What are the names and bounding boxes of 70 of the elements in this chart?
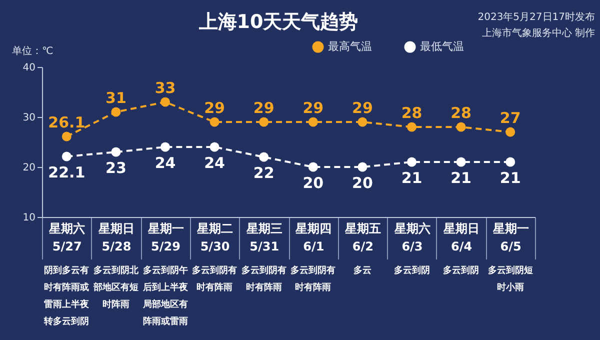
text: 多云到阴有时有阵雨 [192, 265, 238, 293]
data-label: 29 [352, 99, 373, 117]
data-label: 23 [106, 159, 126, 177]
data-label: 24 [154, 154, 176, 172]
data-label: 28 [401, 104, 422, 122]
x-tick-label: 星期六 5/27 [48, 222, 86, 254]
legend-label: 最高气温 [328, 40, 372, 53]
point [111, 107, 121, 117]
text: 多云到阴北部地区有短时阵雨 [92, 265, 140, 310]
data-label: 29 [204, 99, 225, 117]
point [358, 162, 368, 172]
point [456, 122, 466, 132]
x-tick-label: 星期日 5/28 [97, 222, 134, 254]
point [506, 157, 516, 167]
y-tick-label: 20 [22, 162, 36, 174]
data-label: 29 [302, 99, 324, 117]
text: 上海市气象服务中心 制作 [482, 27, 595, 39]
data-label: 29 [253, 99, 274, 117]
point [111, 147, 121, 157]
x-tick-label: 星期三 5/31 [245, 222, 282, 254]
x-tick-label: 星期一 5/29 [146, 222, 184, 254]
data-label: 26.1 [48, 114, 86, 132]
data-label: 31 [106, 89, 126, 107]
data-label: 21 [450, 169, 472, 187]
text: 多云到阴有时有阵雨 [241, 265, 286, 293]
point [210, 117, 220, 127]
data-label: 21 [401, 169, 422, 187]
data-label: 20 [302, 174, 324, 192]
chart-title: 上海10天天气趋势 [198, 11, 358, 33]
x-tick-label: 星期四 6/1 [294, 222, 332, 254]
point [358, 117, 368, 127]
point [308, 162, 318, 172]
point [160, 97, 170, 107]
text: 多云到阴有时有阵雨 [290, 265, 336, 293]
text: 多云到阴午后到上半夜局部地区有阵雨或雷雨 [142, 265, 189, 327]
data-label: 27 [500, 109, 521, 127]
data-label: 22 [253, 164, 274, 182]
data-label: 33 [154, 79, 176, 97]
y-tick-label: 10 [22, 212, 36, 224]
data-label: 22.1 [48, 164, 86, 182]
point [407, 122, 416, 132]
legend-label: 最低气温 [420, 40, 464, 53]
data-label: 28 [450, 104, 472, 122]
x-tick-label: 星期日 6/4 [442, 222, 480, 254]
data-label: 20 [352, 174, 373, 192]
y-tick-label: 40 [22, 62, 36, 74]
text: 阴到多云有时有阵雨或雷雨上半夜转多云到阴 [43, 265, 90, 327]
x-tick-label: 星期一 6/5 [492, 222, 529, 254]
data-label: 24 [204, 154, 225, 172]
y-tick-label: 30 [22, 112, 36, 124]
text: 多云到阴 [394, 265, 430, 276]
point [308, 117, 318, 127]
y-axis-title: 单位：℃ [12, 45, 54, 57]
text: 多云 [353, 265, 372, 276]
data-label: 21 [500, 169, 521, 187]
point [62, 152, 72, 162]
point [259, 152, 269, 162]
x-tick-label: 星期五 6/2 [344, 222, 381, 254]
point [62, 132, 72, 142]
point [456, 157, 466, 167]
x-tick-label: 星期六 6/3 [393, 222, 430, 254]
point [259, 117, 269, 127]
point [160, 142, 170, 152]
text: 多云到阴 [443, 265, 480, 276]
point [210, 142, 220, 152]
point [407, 157, 416, 167]
text: 多云到阴短时小雨 [488, 265, 533, 293]
text: 2023年5月27日17时发布 [478, 11, 595, 23]
x-tick-label: 星期二 5/30 [196, 222, 234, 254]
point [506, 127, 516, 137]
